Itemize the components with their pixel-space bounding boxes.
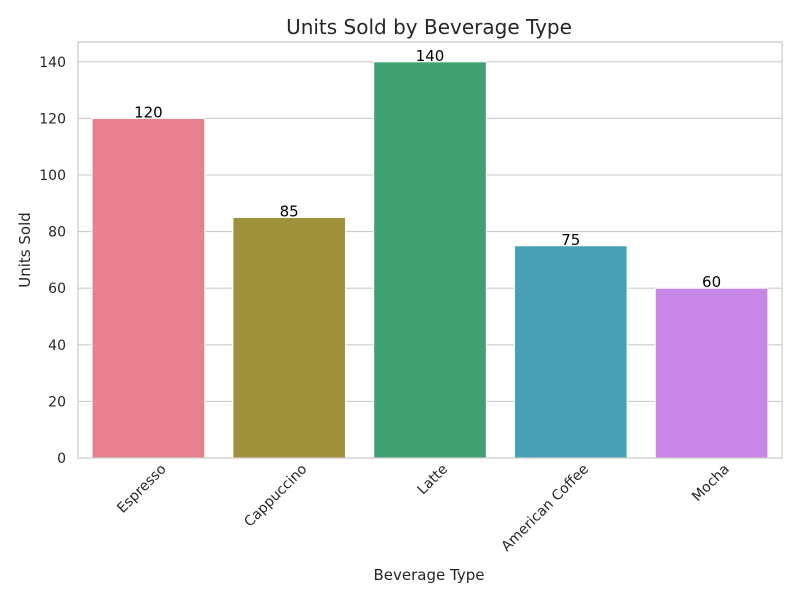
y-axis-label: Units Sold: [16, 212, 34, 288]
data-label: 60: [702, 273, 721, 291]
y-tick-label: 0: [57, 451, 66, 467]
bar: [232, 216, 347, 459]
bar: [91, 117, 206, 459]
data-label: 75: [561, 231, 580, 249]
chart-title: Units Sold by Beverage Type: [286, 15, 572, 39]
y-tick-label: 120: [39, 111, 66, 127]
data-label: 120: [134, 103, 163, 121]
y-tick-labels: 0 20 40 60 80 100 120 140: [39, 55, 66, 467]
data-labels: 120 85 140 75 60: [134, 47, 721, 291]
data-label: 140: [416, 47, 445, 65]
bars: [91, 61, 769, 459]
y-tick-label: 100: [39, 168, 66, 184]
x-axis-label: Beverage Type: [374, 566, 485, 584]
bar: [513, 245, 628, 459]
y-tick-label: 60: [48, 281, 66, 297]
plot-frame: [77, 41, 783, 459]
y-tick-label: 140: [39, 55, 66, 71]
y-tick-label: 40: [48, 338, 66, 354]
bar: [654, 287, 769, 459]
bar: [373, 61, 487, 459]
data-label: 85: [280, 202, 299, 220]
y-tick-label: 20: [48, 394, 66, 410]
y-tick-label: 80: [48, 225, 66, 241]
